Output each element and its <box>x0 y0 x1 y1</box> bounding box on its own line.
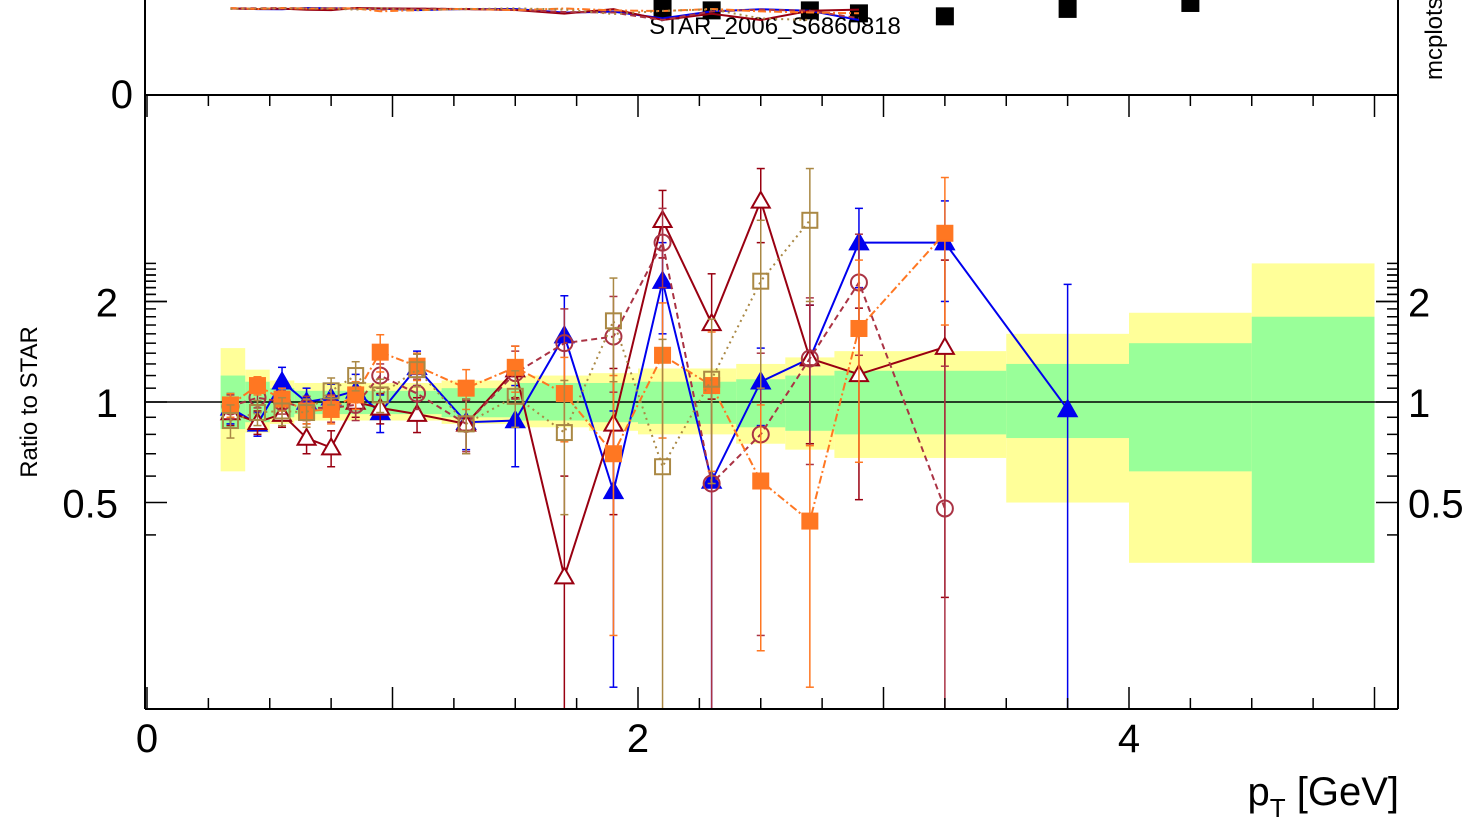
y-tick-label-left: 0.5 <box>62 483 118 527</box>
y-tick-label-right: 0.5 <box>1408 483 1464 527</box>
data-point <box>406 403 428 422</box>
data-point <box>553 565 576 585</box>
data-point <box>248 377 266 395</box>
data-point <box>850 319 868 337</box>
data-point <box>555 334 574 353</box>
data-point <box>273 402 291 420</box>
data-point <box>801 211 819 229</box>
star-data-marker <box>1181 0 1200 12</box>
data-point <box>604 312 622 330</box>
data-point <box>408 361 426 379</box>
y-tick-label-right: 1 <box>1408 382 1430 426</box>
x-tick-label: 0 <box>136 717 158 761</box>
data-point <box>934 336 956 355</box>
band-inner-13 <box>1251 316 1375 563</box>
y-tick-label-left: 2 <box>96 281 118 325</box>
data-point <box>295 427 318 446</box>
data-point <box>801 512 819 530</box>
x-axis-label: pT [GeV] <box>1247 770 1399 823</box>
data-point <box>936 224 954 242</box>
star-data-marker <box>1058 0 1077 18</box>
series-line-1 <box>230 197 946 581</box>
x-tick-label: 2 <box>627 717 649 761</box>
y-tick-label-left: 1 <box>96 382 118 426</box>
band-inner-12 <box>1129 343 1252 472</box>
data-point <box>752 472 770 490</box>
top-panel: STAR_2006_S6860818 0 mcplots <box>111 0 1448 117</box>
data-point <box>320 436 342 456</box>
data-point <box>248 404 266 422</box>
data-point <box>457 415 475 433</box>
data-point <box>371 386 389 404</box>
data-point <box>371 343 389 361</box>
star-data-marker <box>653 0 672 18</box>
axes: 0 2 4 0.5 0.5 1 1 2 2 <box>62 0 1464 761</box>
data-point <box>221 412 239 430</box>
data-point <box>347 367 365 385</box>
data-point <box>604 445 622 463</box>
data-point <box>298 404 316 422</box>
mcplots-label: mcplots <box>1421 0 1448 80</box>
series-1 <box>219 167 956 709</box>
data-point <box>506 387 524 405</box>
data-point <box>752 272 770 290</box>
data-point <box>703 370 721 388</box>
data-point <box>750 189 772 209</box>
x-tick-label: 4 <box>1118 717 1140 761</box>
top-y-tick-label-0: 0 <box>111 73 133 117</box>
top-panel-markers <box>230 0 1200 26</box>
data-point <box>800 349 819 368</box>
data-point <box>653 233 672 252</box>
data-point <box>555 424 573 442</box>
data-point <box>457 379 475 397</box>
y-tick-label-right: 2 <box>1408 281 1430 325</box>
data-point <box>935 499 954 518</box>
series-4 <box>221 167 819 709</box>
uncertainty-bands <box>220 263 1375 563</box>
series-2 <box>221 207 954 709</box>
data-point <box>654 458 672 476</box>
data-point <box>322 382 340 400</box>
data-point <box>1056 398 1079 418</box>
mc-series <box>219 167 1079 709</box>
top-series-line-4 <box>230 7 810 21</box>
y-axis-label: Ratio to STAR <box>16 326 43 478</box>
star-data-marker <box>935 7 954 26</box>
